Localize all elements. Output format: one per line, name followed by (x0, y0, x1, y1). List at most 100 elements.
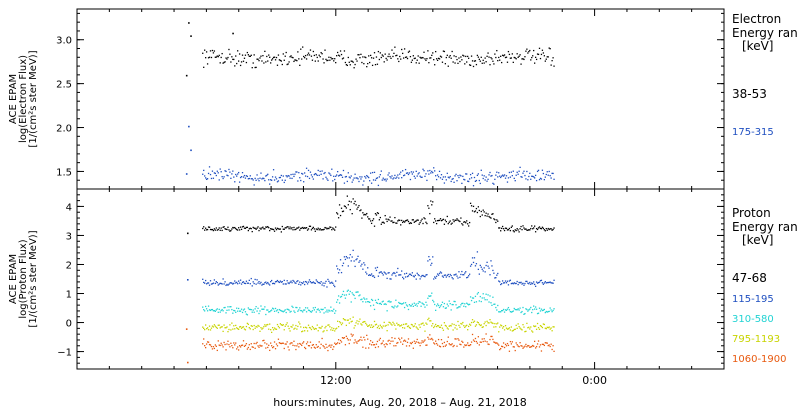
data-point (521, 228, 523, 231)
data-point (428, 207, 430, 209)
data-point (515, 282, 517, 285)
data-point (553, 65, 555, 67)
data-point (498, 172, 500, 174)
data-point (372, 344, 375, 346)
data-point (351, 256, 353, 258)
data-point (202, 173, 204, 175)
data-point (338, 174, 341, 176)
data-point (522, 306, 524, 309)
data-point (272, 346, 275, 348)
data-point (498, 311, 500, 313)
data-point (470, 299, 473, 302)
data-point (345, 175, 348, 178)
data-point (204, 310, 206, 312)
data-point (533, 62, 536, 64)
data-point (491, 213, 493, 215)
data-point (545, 173, 547, 176)
data-point (443, 182, 446, 184)
data-point (215, 227, 217, 229)
data-point (553, 308, 555, 310)
data-point (514, 180, 516, 182)
data-point (409, 55, 412, 58)
legend-entry-47-68: 47-68 (732, 271, 767, 285)
data-point (526, 346, 528, 348)
data-point (512, 283, 514, 285)
data-point (548, 326, 550, 328)
data-point (260, 281, 262, 284)
data-point (442, 50, 445, 52)
data-point (357, 323, 359, 325)
data-point (241, 54, 244, 56)
data-point (215, 56, 217, 58)
data-point (548, 170, 550, 173)
data-point (207, 282, 210, 284)
data-point (430, 320, 432, 322)
data-point (306, 283, 309, 285)
data-point (346, 290, 348, 292)
data-point (400, 325, 402, 327)
data-point (242, 309, 245, 311)
data-point (413, 175, 415, 177)
data-point (381, 221, 383, 224)
data-point (489, 338, 491, 341)
data-point (521, 310, 523, 313)
data-point (293, 340, 295, 342)
data-point (412, 171, 414, 173)
data-point (275, 56, 278, 59)
data-point (552, 309, 554, 312)
data-point (504, 177, 507, 179)
data-point (376, 212, 379, 214)
data-point (348, 322, 350, 324)
data-point (325, 280, 327, 283)
data-point (303, 330, 306, 332)
data-point (364, 56, 366, 58)
data-point (256, 227, 258, 229)
data-point (313, 309, 315, 311)
data-point (240, 308, 243, 310)
data-point (410, 171, 413, 173)
data-point (213, 310, 216, 312)
data-point (244, 227, 247, 230)
data-point (392, 221, 394, 224)
data-point (537, 227, 540, 229)
legend-entry-115-195: 115-195 (732, 294, 774, 305)
data-point (367, 62, 369, 65)
data-point (326, 178, 328, 180)
data-point (422, 222, 424, 225)
data-point (408, 326, 411, 329)
data-point (276, 309, 279, 311)
data-point (497, 322, 499, 324)
data-point (479, 264, 481, 267)
data-point (244, 54, 247, 56)
data-point (487, 52, 489, 54)
data-point (464, 344, 466, 346)
data-point (368, 301, 370, 303)
data-point (411, 303, 414, 305)
data-point (261, 60, 263, 62)
data-point (258, 346, 260, 348)
data-point (213, 279, 216, 281)
data-point (246, 282, 249, 284)
data-point (382, 340, 384, 342)
data-point (403, 174, 406, 176)
data-point (474, 337, 477, 340)
data-point (284, 227, 286, 229)
data-point (485, 324, 487, 327)
data-point (482, 293, 484, 295)
data-point (247, 307, 250, 309)
data-point (412, 219, 414, 221)
data-point (203, 281, 205, 284)
data-point (465, 344, 467, 347)
data-point (536, 312, 539, 315)
data-point (226, 174, 228, 176)
legend-title-line: Electron (732, 12, 781, 26)
data-point (550, 64, 552, 66)
data-point (221, 344, 223, 346)
data-point (286, 308, 288, 310)
data-point (414, 220, 416, 223)
data-point (520, 225, 522, 228)
data-point (305, 281, 308, 283)
data-point (249, 308, 251, 311)
data-point (235, 282, 237, 284)
data-point (302, 282, 304, 285)
